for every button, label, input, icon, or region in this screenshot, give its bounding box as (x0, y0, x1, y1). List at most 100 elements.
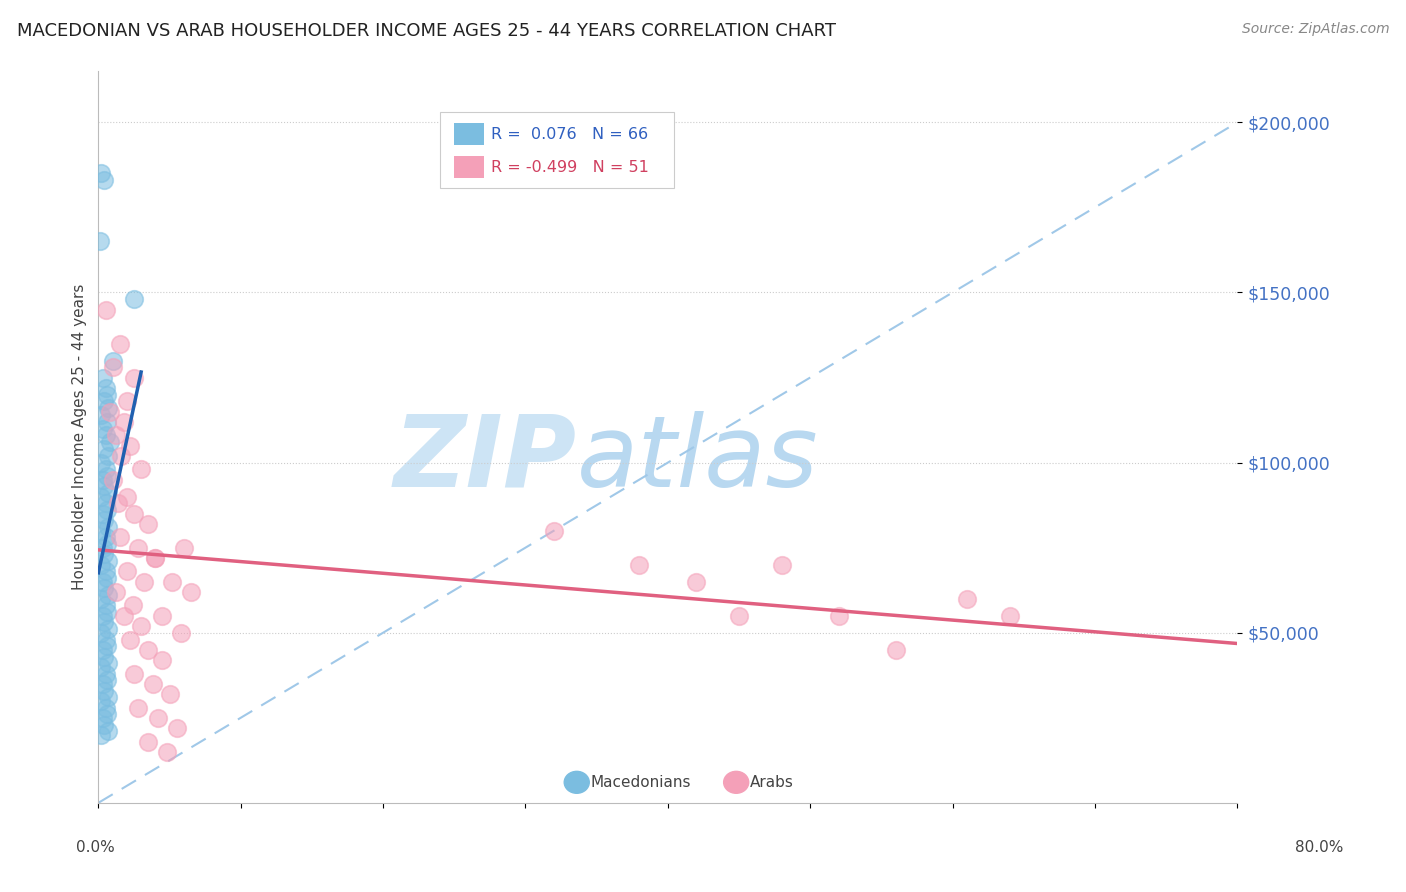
Point (94, 632, 117, 647)
Point (90, 728, 112, 742)
Point (96, 469, 118, 483)
Point (97, 520, 120, 534)
Point (127, 700, 149, 714)
Point (96, 605, 118, 619)
Point (97, 657, 120, 671)
Point (97, 401, 120, 416)
Point (96, 707, 118, 722)
Point (91, 574, 114, 589)
Point (90, 591, 112, 606)
Point (998, 608, 1021, 623)
Point (101, 473, 124, 487)
FancyBboxPatch shape (440, 112, 673, 188)
Point (110, 449, 132, 463)
Point (91, 541, 114, 555)
Point (115, 565, 138, 579)
Point (94, 428, 117, 442)
Point (90, 490, 112, 504)
Point (107, 496, 129, 510)
Point (93, 548, 115, 562)
Text: atlas: atlas (576, 410, 818, 508)
Point (96, 537, 118, 551)
Point (91, 677, 114, 691)
Point (108, 531, 131, 545)
Point (115, 490, 138, 504)
Text: MACEDONIAN VS ARAB HOUSEHOLDER INCOME AGES 25 - 44 YEARS CORRELATION CHART: MACEDONIAN VS ARAB HOUSEHOLDER INCOME AG… (17, 22, 837, 40)
Point (93, 442, 115, 456)
Point (98, 435, 121, 450)
Point (93, 683, 115, 698)
Point (96, 673, 118, 688)
Point (91, 507, 114, 521)
Text: R = -0.499   N = 51: R = -0.499 N = 51 (491, 160, 650, 175)
Point (94, 496, 117, 510)
Point (90, 408, 112, 422)
Point (90, 558, 112, 572)
Ellipse shape (564, 772, 589, 793)
Point (828, 608, 851, 623)
Text: R =  0.076   N = 66: R = 0.076 N = 66 (491, 127, 648, 142)
Point (122, 293, 145, 307)
Point (152, 653, 174, 667)
Point (93, 513, 115, 527)
Point (122, 370, 145, 384)
Point (136, 734, 159, 748)
Point (112, 415, 135, 429)
Point (180, 585, 202, 599)
Point (628, 558, 651, 572)
Point (127, 541, 149, 555)
Point (90, 456, 112, 470)
Point (122, 507, 145, 521)
Y-axis label: Householder Income Ages 25 - 44 years: Householder Income Ages 25 - 44 years (72, 284, 87, 591)
Point (90, 625, 112, 640)
Point (89, 235, 111, 249)
Point (97, 622, 120, 636)
Point (96, 415, 118, 429)
Point (152, 608, 174, 623)
Point (91, 473, 114, 487)
Point (90, 166, 112, 180)
Point (94, 700, 117, 714)
Text: ZIP: ZIP (394, 410, 576, 508)
Point (97, 449, 120, 463)
Point (884, 642, 907, 657)
Point (136, 516, 159, 531)
Point (96, 571, 118, 585)
Point (156, 745, 179, 759)
Point (93, 479, 115, 493)
Point (118, 439, 141, 453)
Point (136, 642, 159, 657)
Point (97, 554, 120, 568)
Point (173, 541, 195, 555)
Text: Source: ZipAtlas.com: Source: ZipAtlas.com (1241, 22, 1389, 37)
Point (162, 574, 184, 589)
Point (93, 717, 115, 731)
Point (115, 394, 138, 409)
Point (728, 608, 751, 623)
Point (145, 550, 167, 565)
Point (122, 666, 145, 681)
Point (141, 677, 163, 691)
Point (96, 387, 118, 401)
Point (97, 588, 120, 602)
Point (96, 640, 118, 654)
Point (91, 711, 114, 725)
Point (90, 524, 112, 538)
Point (93, 582, 115, 596)
Point (543, 524, 565, 538)
Point (94, 381, 117, 395)
Point (132, 574, 155, 589)
Text: Macedonians: Macedonians (591, 775, 690, 789)
Point (94, 302, 117, 317)
Point (112, 608, 135, 623)
Point (170, 625, 193, 640)
Point (129, 619, 152, 633)
Point (101, 353, 124, 368)
Point (97, 690, 120, 705)
Point (91, 642, 114, 657)
Text: 80.0%: 80.0% (1295, 840, 1343, 855)
Point (94, 599, 117, 613)
Point (956, 591, 979, 606)
Point (90, 694, 112, 708)
Point (91, 608, 114, 623)
